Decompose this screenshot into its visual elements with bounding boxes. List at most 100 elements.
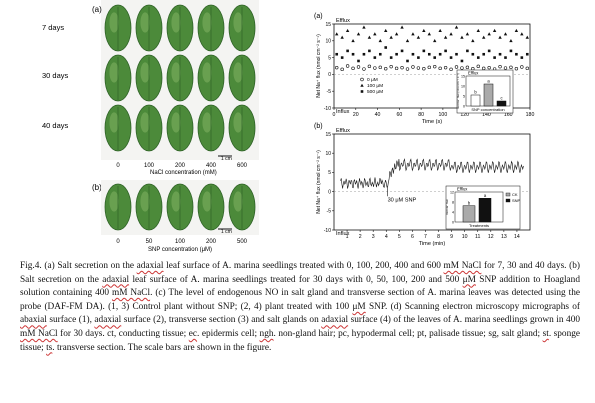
chart-b-xtick-label-8: 9 (450, 234, 453, 240)
chart-a-xtick-label-2: 40 (375, 112, 381, 118)
chart-b-xtick-label-0: 1 (346, 234, 349, 240)
leaf-a-r0-c3-sheen (202, 12, 212, 33)
figure-panels: (a) 7 days 30 days 40 days 0 100 200 400 600… (42, 0, 534, 253)
chart-a-s0-point-30 (498, 64, 502, 69)
caption-flagged-word: ngh (259, 328, 274, 339)
leaf-a-r2-c4 (228, 104, 256, 152)
chart-a-s1-point-26 (476, 28, 480, 33)
chart-a-s0-point-13 (405, 67, 410, 71)
chart-a-s2-point-14 (411, 52, 415, 56)
chart-a-legend-marker-1 (360, 83, 364, 87)
caption-flagged-word: μM (462, 274, 476, 285)
chart-a-s0-point-31 (503, 66, 508, 70)
chart-b-inset-legend-swatch-0 (505, 192, 511, 197)
nacl-tick-4: 600 (237, 163, 248, 169)
caption-text: . non-gland hair; pc, hypodermal cell; p… (273, 328, 543, 339)
chart-a-inset-bar-label-2: c (500, 96, 502, 101)
chart-a-inset-ytick-1: 5 (463, 94, 465, 98)
chart-a-s2-point-22 (455, 52, 458, 56)
leaf-photo-panel-a (101, 0, 259, 160)
chart-a-s2-point-10 (389, 56, 393, 59)
chart-a-s0-point-6 (367, 64, 372, 69)
chart-a-s1-point-13 (405, 39, 410, 43)
chart-a-s0-point-8 (378, 65, 382, 70)
caption-text: Fig.4. (a) Salt secretion on the (20, 261, 137, 271)
leaf-a-r2-c2-sheen (171, 112, 181, 133)
chart-a-frame (333, 23, 531, 109)
chart-a-s1-point-14 (411, 32, 415, 36)
chart-b-xtick-label-9: 10 (462, 234, 468, 240)
chart-a-s0-point-10 (389, 64, 393, 69)
caption-text: SNP. (d) Scanning electron microscopy mi… (365, 301, 580, 312)
chart-a-ytick-label-4: 10 (325, 39, 331, 45)
chart-a-s0-point-9 (384, 66, 388, 71)
chart-a-s2-point-1 (340, 56, 344, 59)
chart-a-legend-label-2: 500 μM (367, 89, 383, 95)
chart-a-s1-point-24 (465, 32, 470, 36)
chart-a-s1-point-18 (433, 39, 437, 43)
chart-a-s1-point-0 (335, 32, 339, 36)
chart-a-s2-point-8 (378, 52, 382, 56)
nacl-tick-3: 400 (206, 163, 217, 169)
leaf-a-r0-c0-sheen (109, 12, 119, 33)
nacl-axis-label: NaCl concentration (mM) (150, 170, 217, 176)
chart-a-s1-point-25 (471, 39, 475, 43)
chart-a-s1-point-33 (514, 28, 519, 33)
chart-b-xtick-label-11: 12 (488, 234, 494, 240)
caption-flagged-word: mM NaCl (111, 288, 151, 299)
chart-a-s2-point-13 (406, 59, 409, 63)
chart-b-efflux-note: Efflux (336, 128, 350, 134)
leaf-a-r1-c2 (166, 54, 194, 102)
chart-b-xtick-label-7: 8 (437, 234, 440, 240)
leaf-a-r0-c3 (197, 4, 225, 52)
leaf-b-c0 (104, 183, 132, 231)
chart-a-s2-point-30 (498, 52, 502, 56)
panel-label-a: (a) (92, 5, 102, 14)
chart-a-s0-point-18 (433, 64, 437, 69)
chart-a-xtick-label-8: 160 (504, 112, 513, 118)
chart-b-xtick-label-10: 11 (475, 234, 480, 240)
chart-a-s1-point-12 (400, 25, 404, 29)
chart-a-s1-point-22 (454, 25, 459, 29)
leaf-a-r2-c1 (135, 104, 163, 152)
chart-a-s2-point-19 (438, 52, 442, 56)
chart-a-legend-label-0: 0 μM (367, 77, 378, 83)
chart-a-s1-point-23 (460, 35, 464, 39)
chart-a-s2-point-11 (395, 52, 398, 56)
chart-a-s0-point-22 (454, 65, 459, 69)
chart-a-legend-marker-2 (360, 90, 364, 93)
row-label-7days: 7 days (42, 23, 64, 32)
chart-a-xtick-label-5: 100 (439, 112, 448, 118)
caption-flagged-word: adaxial (94, 315, 122, 326)
leaf-a-r0-c2 (166, 4, 194, 52)
chart-a-legend-marker-0 (360, 77, 364, 82)
chart-b-xtick-label-12: 13 (501, 234, 507, 240)
chart-a-xtick-label-0: 0 (333, 112, 336, 118)
chart-b-xtick-label-1: 2 (359, 234, 362, 240)
chart-a-s0-point-21 (449, 67, 453, 72)
caption-flagged-word: mM NaCl (443, 261, 482, 271)
chart-a-ytick-label-5: 15 (325, 22, 331, 28)
chart-a-s0-point-23 (460, 66, 464, 70)
chart-a-ytick-label-3: 5 (328, 55, 331, 61)
chart-b-inset-legend-label-1: SNP (512, 198, 521, 203)
chart-b-ytick-label-4: 10 (325, 151, 331, 157)
chart-b-xlabel: Time (min) (419, 241, 446, 247)
chart-a-s1-point-2 (345, 28, 350, 33)
chart-a-xtick-label-6: 120 (460, 112, 469, 118)
scale-label-a: 1 cm (221, 156, 232, 162)
chart-a-s1-point-8 (378, 39, 382, 43)
chart-a-s2-point-17 (427, 52, 431, 56)
chart-a-legend-label-1: 100 μM (367, 83, 383, 89)
chart-a-s1-point-27 (482, 35, 486, 39)
chart-a-s0-point-14 (411, 65, 415, 69)
chart-a-s2-point-20 (444, 49, 447, 53)
caption-text: . transverse section. The scale bars are… (52, 342, 272, 353)
panel-label-b: (b) (92, 183, 102, 192)
chart-a-s2-point-5 (362, 52, 366, 56)
leaf-a-r1-c3 (197, 54, 225, 102)
chart-a-s1-point-1 (340, 35, 344, 39)
snp-tick-4: 500 (237, 239, 248, 245)
chart-b-inset-ylabel: Net Na⁺ flux (445, 199, 449, 215)
